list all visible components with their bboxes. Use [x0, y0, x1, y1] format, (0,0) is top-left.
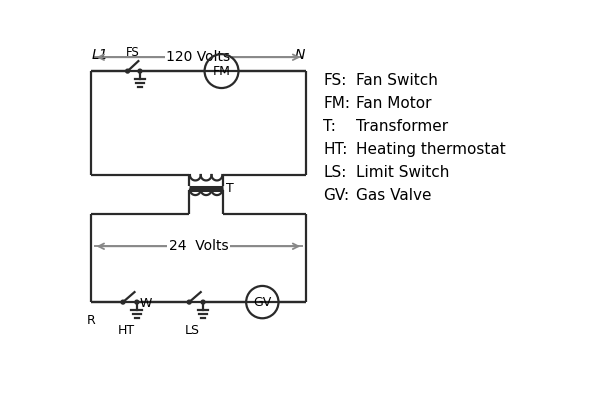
Text: Gas Valve: Gas Valve: [356, 188, 432, 203]
Text: W: W: [139, 297, 152, 310]
Circle shape: [121, 300, 125, 304]
Circle shape: [201, 300, 205, 304]
Text: N: N: [295, 48, 306, 62]
Text: HT:: HT:: [323, 142, 348, 157]
Text: 120 Volts: 120 Volts: [166, 50, 231, 64]
Text: LS: LS: [185, 324, 200, 337]
Text: Limit Switch: Limit Switch: [356, 165, 450, 180]
Text: HT: HT: [117, 324, 135, 337]
Text: T: T: [226, 182, 234, 196]
Text: GV: GV: [253, 296, 271, 309]
Circle shape: [135, 300, 139, 304]
Text: FS:: FS:: [323, 73, 346, 88]
Text: R: R: [86, 314, 95, 327]
Text: FM:: FM:: [323, 96, 350, 111]
Text: GV:: GV:: [323, 188, 349, 203]
Text: Fan Switch: Fan Switch: [356, 73, 438, 88]
Text: Fan Motor: Fan Motor: [356, 96, 432, 111]
Text: FS: FS: [126, 46, 140, 59]
Text: 24  Volts: 24 Volts: [169, 239, 228, 253]
Text: Heating thermostat: Heating thermostat: [356, 142, 506, 157]
Text: L1: L1: [91, 48, 108, 62]
Text: T:: T:: [323, 119, 336, 134]
Text: LS:: LS:: [323, 165, 346, 180]
Circle shape: [126, 69, 130, 73]
Circle shape: [187, 300, 191, 304]
Text: FM: FM: [212, 64, 231, 78]
Circle shape: [138, 69, 142, 73]
Text: Transformer: Transformer: [356, 119, 448, 134]
